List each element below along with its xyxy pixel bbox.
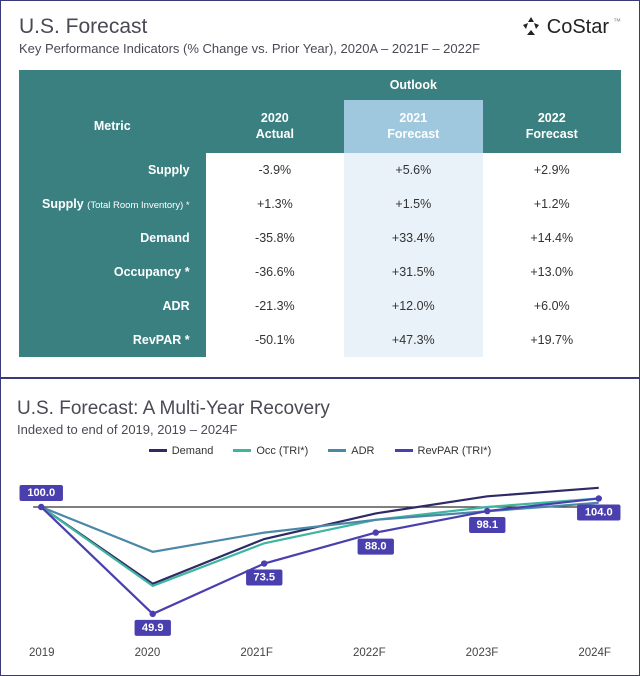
value-cell: +12.0%: [344, 289, 482, 323]
legend-swatch: [395, 449, 413, 452]
value-cell: -50.1%: [206, 323, 344, 357]
metric-cell: RevPAR *: [19, 323, 206, 357]
costar-logo-icon: [519, 15, 543, 39]
metric-cell: ADR: [19, 289, 206, 323]
legend-swatch: [328, 449, 346, 452]
chart-subtitle: Indexed to end of 2019, 2019 – 2024F: [17, 422, 623, 437]
value-cell: +14.4%: [483, 221, 621, 255]
column-header: 2021Forecast: [344, 100, 482, 153]
metric-header: Metric: [19, 100, 206, 153]
legend-swatch: [149, 449, 167, 452]
value-cell: +31.5%: [344, 255, 482, 289]
value-cell: -36.6%: [206, 255, 344, 289]
outlook-label: Outlook: [206, 70, 621, 100]
table-row: Supply (Total Room Inventory) *+1.3%+1.5…: [19, 187, 621, 221]
value-cell: +5.6%: [344, 153, 482, 187]
svg-text:88.0: 88.0: [365, 540, 387, 552]
x-tick-label: 2019: [29, 647, 55, 659]
chart-plot: 100.0 49.9 73.5 88.0 98.1 104.0: [17, 463, 623, 643]
legend-item: Demand: [149, 445, 214, 457]
value-cell: +1.2%: [483, 187, 621, 221]
column-header: 2022Forecast: [483, 100, 621, 153]
svg-text:73.5: 73.5: [253, 571, 275, 583]
table-row: Demand-35.8%+33.4%+14.4%: [19, 221, 621, 255]
svg-text:98.1: 98.1: [476, 519, 498, 531]
top-header: U.S. Forecast Key Performance Indicators…: [19, 15, 621, 56]
metric-cell: Occupancy *: [19, 255, 206, 289]
costar-logo: CoStar ™: [519, 15, 621, 39]
legend-label: RevPAR (TRI*): [418, 445, 492, 457]
top-subtitle: Key Performance Indicators (% Change vs.…: [19, 41, 480, 56]
x-tick-label: 2023F: [466, 647, 499, 659]
logo-tm: ™: [613, 17, 621, 26]
value-cell: +13.0%: [483, 255, 621, 289]
value-cell: +47.3%: [344, 323, 482, 357]
value-cell: -3.9%: [206, 153, 344, 187]
svg-text:49.9: 49.9: [142, 621, 164, 633]
value-cell: -21.3%: [206, 289, 344, 323]
value-cell: +33.4%: [344, 221, 482, 255]
x-tick-label: 2024F: [578, 647, 611, 659]
value-cell: +6.0%: [483, 289, 621, 323]
column-header: 2020Actual: [206, 100, 344, 153]
chart-x-axis: 2019 2020 2021F 2022F 2023F 2024F: [17, 647, 623, 659]
logo-text: CoStar: [547, 16, 609, 39]
chart-footnote: [17, 391, 623, 398]
table-row: RevPAR *-50.1%+47.3%+19.7%: [19, 323, 621, 357]
forecast-table-panel: U.S. Forecast Key Performance Indicators…: [0, 0, 640, 378]
value-cell: +19.7%: [483, 323, 621, 357]
value-cell: +2.9%: [483, 153, 621, 187]
legend-swatch: [233, 449, 251, 452]
outlook-header-row: Outlook: [19, 70, 621, 100]
metric-cell: Supply (Total Room Inventory) *: [19, 187, 206, 221]
x-tick-label: 2020: [135, 647, 161, 659]
table-row: Supply-3.9%+5.6%+2.9%: [19, 153, 621, 187]
legend-label: Occ (TRI*): [256, 445, 308, 457]
svg-text:104.0: 104.0: [585, 506, 613, 518]
value-cell: -35.8%: [206, 221, 344, 255]
legend-item: ADR: [328, 445, 374, 457]
x-tick-label: 2022F: [353, 647, 386, 659]
svg-text:100.0: 100.0: [27, 487, 55, 499]
chart-title: U.S. Forecast: A Multi-Year Recovery: [17, 398, 623, 420]
legend-label: Demand: [172, 445, 214, 457]
column-header-row: Metric 2020Actual2021Forecast2022Forecas…: [19, 100, 621, 153]
legend-item: Occ (TRI*): [233, 445, 308, 457]
metric-cell: Demand: [19, 221, 206, 255]
chart-legend: Demand Occ (TRI*) ADR RevPAR (TRI*): [17, 445, 623, 457]
legend-label: ADR: [351, 445, 374, 457]
legend-item: RevPAR (TRI*): [395, 445, 492, 457]
top-title: U.S. Forecast: [19, 15, 480, 39]
table-row: ADR-21.3%+12.0%+6.0%: [19, 289, 621, 323]
forecast-table: Outlook Metric 2020Actual2021Forecast202…: [19, 70, 621, 357]
value-cell: +1.5%: [344, 187, 482, 221]
table-row: Occupancy *-36.6%+31.5%+13.0%: [19, 255, 621, 289]
value-cell: +1.3%: [206, 187, 344, 221]
metric-cell: Supply: [19, 153, 206, 187]
x-tick-label: 2021F: [240, 647, 273, 659]
forecast-chart-panel: U.S. Forecast: A Multi-Year Recovery Ind…: [0, 378, 640, 676]
